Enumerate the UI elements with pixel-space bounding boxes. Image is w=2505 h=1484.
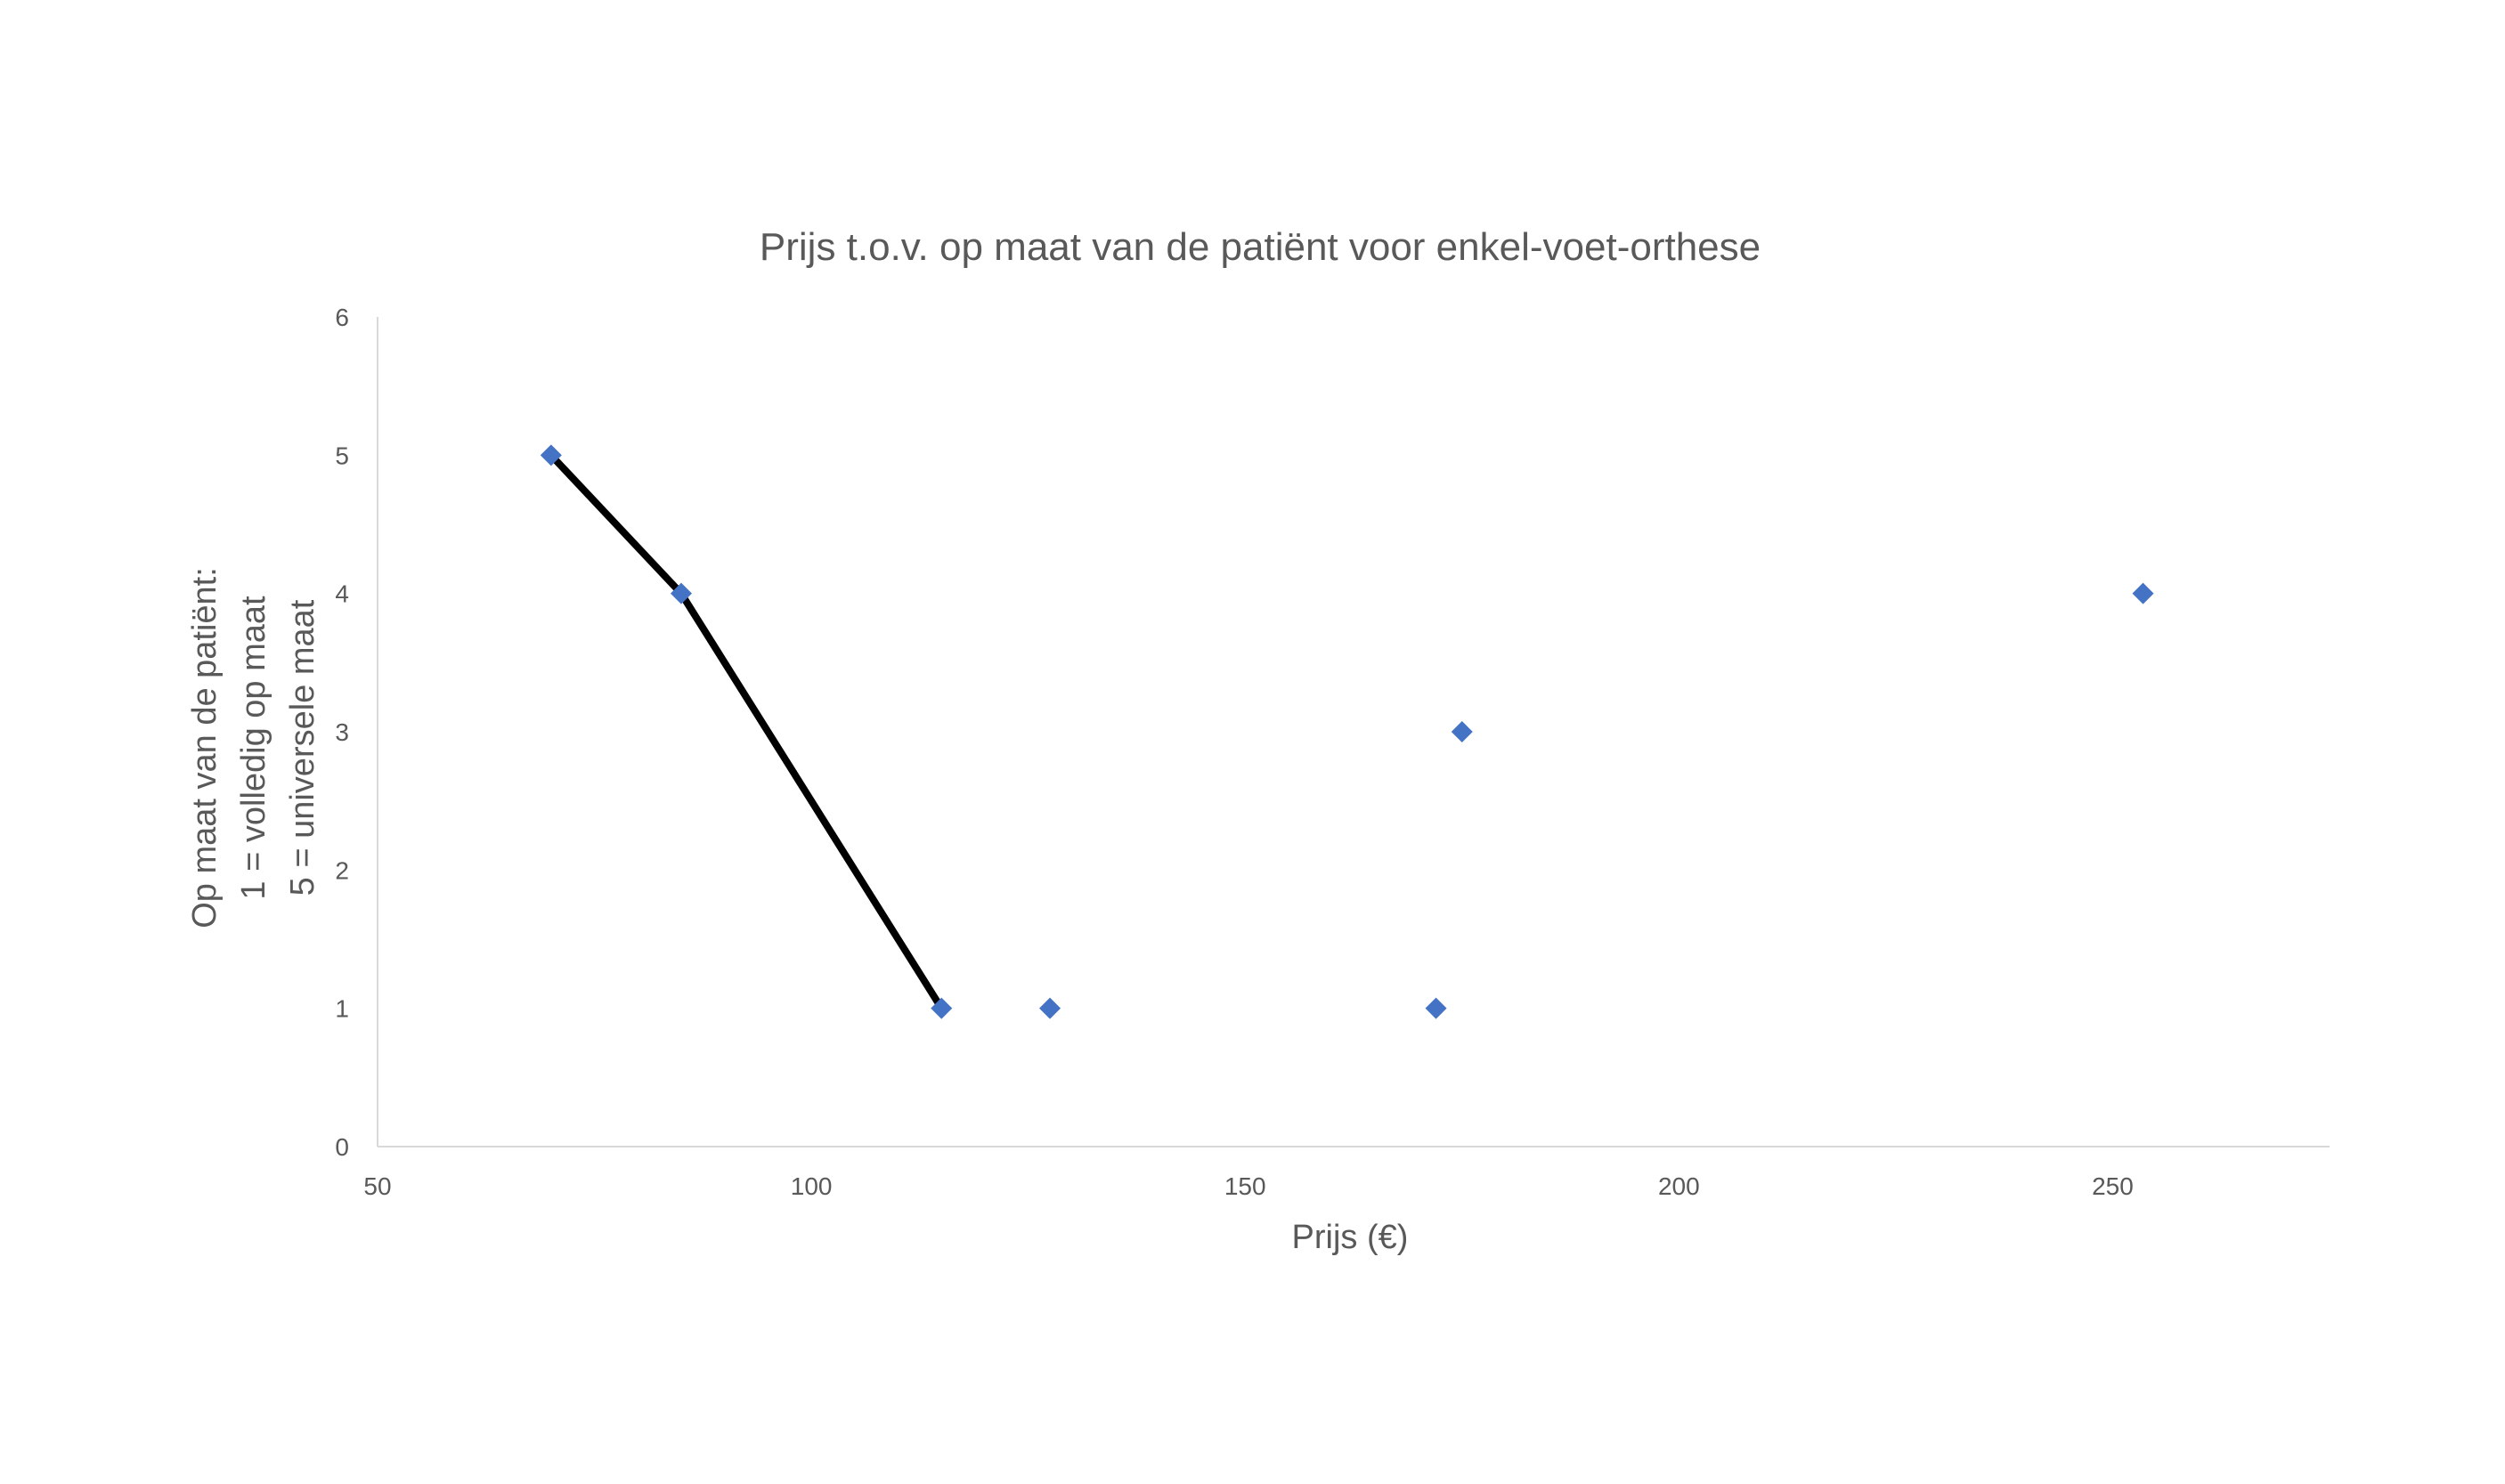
y-axis-title: Op maat van de patiënt: 1 = volledig op … [186, 567, 321, 929]
x-tick-label: 200 [1658, 1172, 1700, 1200]
y-tick-label: 2 [335, 856, 349, 884]
y-tick-label: 6 [335, 304, 349, 331]
y-axis-title-line-1: Op maat van de patiënt: [186, 567, 224, 929]
data-point [1039, 997, 1061, 1019]
data-point [1451, 721, 1473, 742]
x-tick-label: 50 [363, 1172, 391, 1200]
y-tick-label: 4 [335, 580, 349, 608]
y-axis-title-line-2: 1 = volledig op maat [235, 596, 272, 900]
x-axis-title: Prijs (€) [1292, 1219, 1409, 1256]
data-point [2132, 582, 2154, 604]
y-axis-ticks: 0 1 2 3 4 5 6 [335, 304, 349, 1161]
x-tick-label: 150 [1224, 1172, 1266, 1200]
y-axis-title-line-3: 5 = universele maat [284, 599, 321, 896]
x-axis-ticks: 50 100 150 200 250 [363, 1172, 2133, 1200]
y-tick-label: 5 [335, 442, 349, 469]
data-point [931, 997, 953, 1019]
y-tick-label: 3 [335, 718, 349, 746]
chart-title: Prijs t.o.v. op maat van de patiënt voor… [760, 225, 1761, 269]
x-tick-label: 100 [791, 1172, 833, 1200]
plot-area: 0 1 2 3 4 5 6 50 100 150 200 250 [335, 304, 2330, 1200]
data-point [540, 444, 562, 466]
data-point [1425, 997, 1447, 1019]
y-tick-label: 0 [335, 1133, 349, 1161]
y-tick-label: 1 [335, 995, 349, 1023]
data-points [540, 444, 2154, 1019]
data-point [670, 582, 692, 604]
x-tick-label: 250 [2092, 1172, 2134, 1200]
